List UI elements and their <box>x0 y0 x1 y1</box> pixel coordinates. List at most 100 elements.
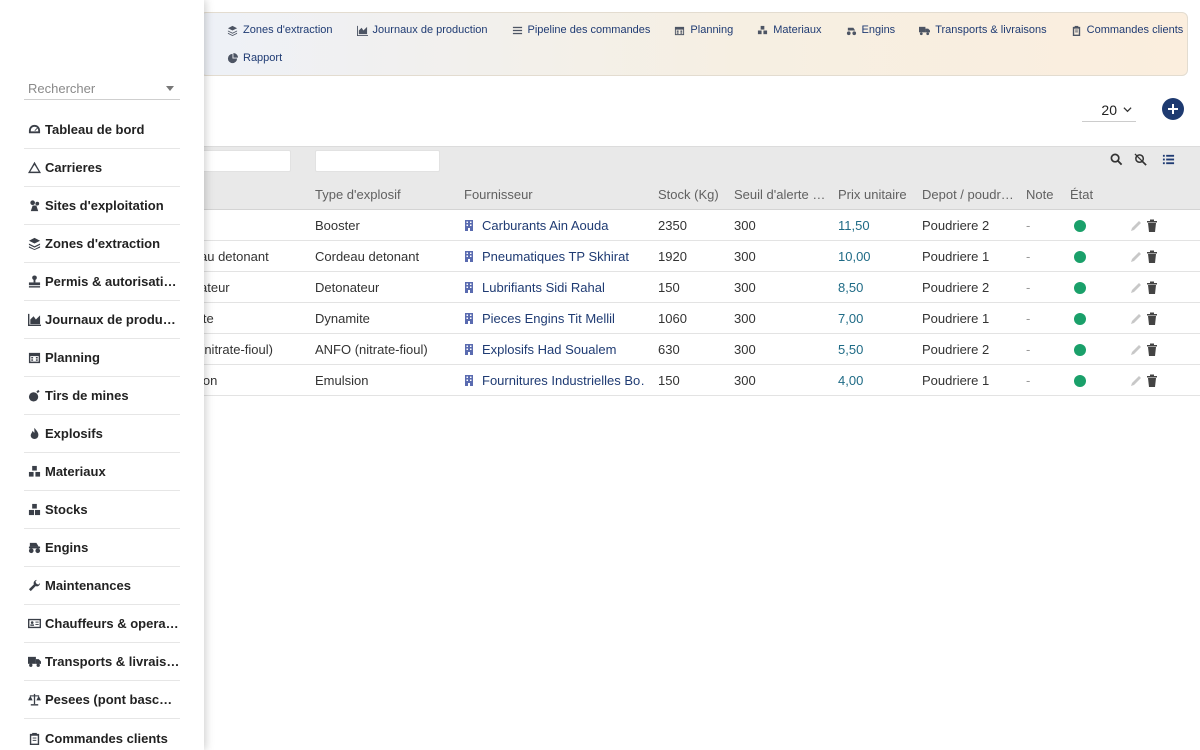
topnav-link-journaux[interactable]: Journaux de production <box>356 24 488 36</box>
supplier-name: Pieces Engins Tit Mellil <box>482 311 615 326</box>
table-row[interactable]: au detonant Cordeau detonant Pneumatique… <box>200 241 1200 272</box>
plus-icon <box>1168 104 1178 114</box>
sidebar-item-commandes[interactable]: Commandes clients <box>24 719 180 750</box>
topnav-link-commandes[interactable]: Commandes clients <box>1071 24 1183 36</box>
delete-icon[interactable] <box>1146 250 1158 263</box>
cell-supplier-link[interactable]: Lubrifiants Sidi Rahal <box>464 280 646 295</box>
chevron-down-icon <box>1123 107 1132 113</box>
delete-icon[interactable] <box>1146 343 1158 356</box>
cell-threshold: 300 <box>734 311 756 326</box>
list-view-icon[interactable] <box>1162 153 1175 166</box>
sidebar-item-label: Stocks <box>45 502 88 517</box>
cell-name: au detonant <box>200 249 269 264</box>
column-filter-input[interactable] <box>315 150 440 172</box>
bomb-icon <box>28 389 40 402</box>
layers-icon <box>28 237 41 250</box>
column-header-price[interactable]: Prix unitaire <box>838 187 907 202</box>
sidebar-item-label: Commandes clients <box>45 730 168 746</box>
column-header-note[interactable]: Note <box>1026 187 1054 202</box>
sidebar-item-planning[interactable]: Planning <box>24 339 180 377</box>
status-dot <box>1074 313 1086 325</box>
cell-supplier-link[interactable]: Pieces Engins Tit Mellil <box>464 311 646 326</box>
column-header-stock[interactable]: Stock (Kg) <box>658 187 719 202</box>
search-icon[interactable] <box>1110 153 1123 166</box>
cell-price: 8,50 <box>838 280 864 295</box>
sidebar-item-label: Permis & autorisations <box>45 274 180 289</box>
delete-icon[interactable] <box>1146 219 1158 232</box>
topnav-link-rapport[interactable]: Rapport <box>227 52 282 64</box>
edit-icon[interactable] <box>1130 312 1142 325</box>
status-dot <box>1074 375 1086 387</box>
cell-stock: 630 <box>658 342 680 357</box>
fire-icon <box>30 427 39 439</box>
dashboard-icon <box>28 124 41 134</box>
topnav-link-label: Transports & livraisons <box>935 24 1047 36</box>
sidebar-item-permis[interactable]: Permis & autorisations <box>24 263 180 301</box>
topnav-link-label: Journaux de production <box>372 24 488 36</box>
clear-filter-icon[interactable] <box>1134 153 1147 166</box>
edit-icon[interactable] <box>1130 374 1142 387</box>
topnav-link-pipeline[interactable]: Pipeline des commandes <box>512 24 650 36</box>
table-row[interactable]: ateur Detonateur Lubrifiants Sidi Rahal … <box>200 272 1200 303</box>
stamp-icon <box>28 275 41 288</box>
sidebar-item-zones[interactable]: Zones d'extraction <box>24 225 180 263</box>
sidebar-item-materiaux[interactable]: Materiaux <box>24 453 180 491</box>
wrench-icon <box>28 579 41 592</box>
supplier-name: Explosifs Had Soualem <box>482 342 617 357</box>
id-card-icon <box>28 618 41 629</box>
sidebar-item-sites[interactable]: Sites d'exploitation <box>24 187 180 225</box>
chart-area-icon <box>28 313 41 326</box>
top-navigation: Zones d'extraction Journaux de productio… <box>200 12 1188 76</box>
column-filter-input[interactable] <box>200 150 291 172</box>
sidebar-item-chauffeurs[interactable]: Chauffeurs & operat… <box>24 605 180 643</box>
cell-supplier-link[interactable]: Carburants Ain Aouda <box>464 218 646 233</box>
chart-area-icon <box>356 25 368 36</box>
topnav-link-materiaux[interactable]: Materiaux <box>757 24 822 36</box>
page-size-select[interactable]: 20 <box>1082 98 1136 122</box>
column-header-threshold[interactable]: Seuil d'alerte (… <box>734 187 826 202</box>
sidebar-item-label: Tableau de bord <box>45 122 145 137</box>
delete-icon[interactable] <box>1146 374 1158 387</box>
edit-icon[interactable] <box>1130 219 1142 232</box>
add-button[interactable] <box>1162 98 1184 120</box>
truck-icon <box>919 26 931 35</box>
cell-supplier-link[interactable]: Pneumatiques TP Skhirat <box>464 249 646 264</box>
column-header-depot[interactable]: Depot / poudri… <box>922 187 1014 202</box>
edit-icon[interactable] <box>1130 281 1142 294</box>
sidebar-item-maintenances[interactable]: Maintenances <box>24 567 180 605</box>
sidebar-item-label: Chauffeurs & operat… <box>45 616 180 631</box>
sidebar-item-carrieres[interactable]: Carrieres <box>24 149 180 187</box>
caret-down-icon <box>166 86 174 91</box>
sidebar-item-journaux[interactable]: Journaux de product… <box>24 301 180 339</box>
topnav-link-transports[interactable]: Transports & livraisons <box>919 24 1047 36</box>
sidebar-item-label: Journaux de product… <box>45 312 180 327</box>
sidebar-item-tirs[interactable]: Tirs de mines <box>24 377 180 415</box>
table-row[interactable]: ion Emulsion Fournitures Industrielles B… <box>200 365 1200 396</box>
topnav-link-planning[interactable]: Planning <box>674 24 733 36</box>
column-header-state[interactable]: État <box>1070 187 1094 202</box>
table-row[interactable]: ite Dynamite Pieces Engins Tit Mellil 10… <box>200 303 1200 334</box>
sidebar-item-stocks[interactable]: Stocks <box>24 491 180 529</box>
cell-depot: Poudriere 2 <box>922 218 990 233</box>
topnav-link-zones[interactable]: Zones d'extraction <box>227 24 333 36</box>
cell-type: Emulsion <box>315 373 369 388</box>
cell-threshold: 300 <box>734 218 756 233</box>
column-header-supplier[interactable]: Fournisseur <box>464 187 533 202</box>
table-row[interactable]: r Booster Carburants Ain Aouda 2350 300 … <box>200 210 1200 241</box>
sidebar-item-explosifs[interactable]: Explosifs <box>24 415 180 453</box>
delete-icon[interactable] <box>1146 312 1158 325</box>
sidebar-item-pesees[interactable]: Pesees (pont bascule) <box>24 681 180 719</box>
table-row[interactable]: (nitrate-fioul) ANFO (nitrate-fioul) Exp… <box>200 334 1200 365</box>
sidebar-item-engins[interactable]: Engins <box>24 529 180 567</box>
sidebar-item-tableau-de-bord[interactable]: Tableau de bord <box>24 111 180 149</box>
truck-monster-icon <box>846 27 856 35</box>
column-header-type[interactable]: Type d'explosif <box>315 187 401 202</box>
edit-icon[interactable] <box>1130 250 1142 263</box>
search-input[interactable]: Rechercher <box>24 78 180 100</box>
cell-supplier-link[interactable]: Explosifs Had Soualem <box>464 342 646 357</box>
delete-icon[interactable] <box>1146 281 1158 294</box>
sidebar-item-transports[interactable]: Transports & livraiso… <box>24 643 180 681</box>
cell-supplier-link[interactable]: Fournitures Industrielles Bo… <box>464 373 646 388</box>
edit-icon[interactable] <box>1130 343 1142 356</box>
topnav-link-engins[interactable]: Engins <box>846 24 895 36</box>
